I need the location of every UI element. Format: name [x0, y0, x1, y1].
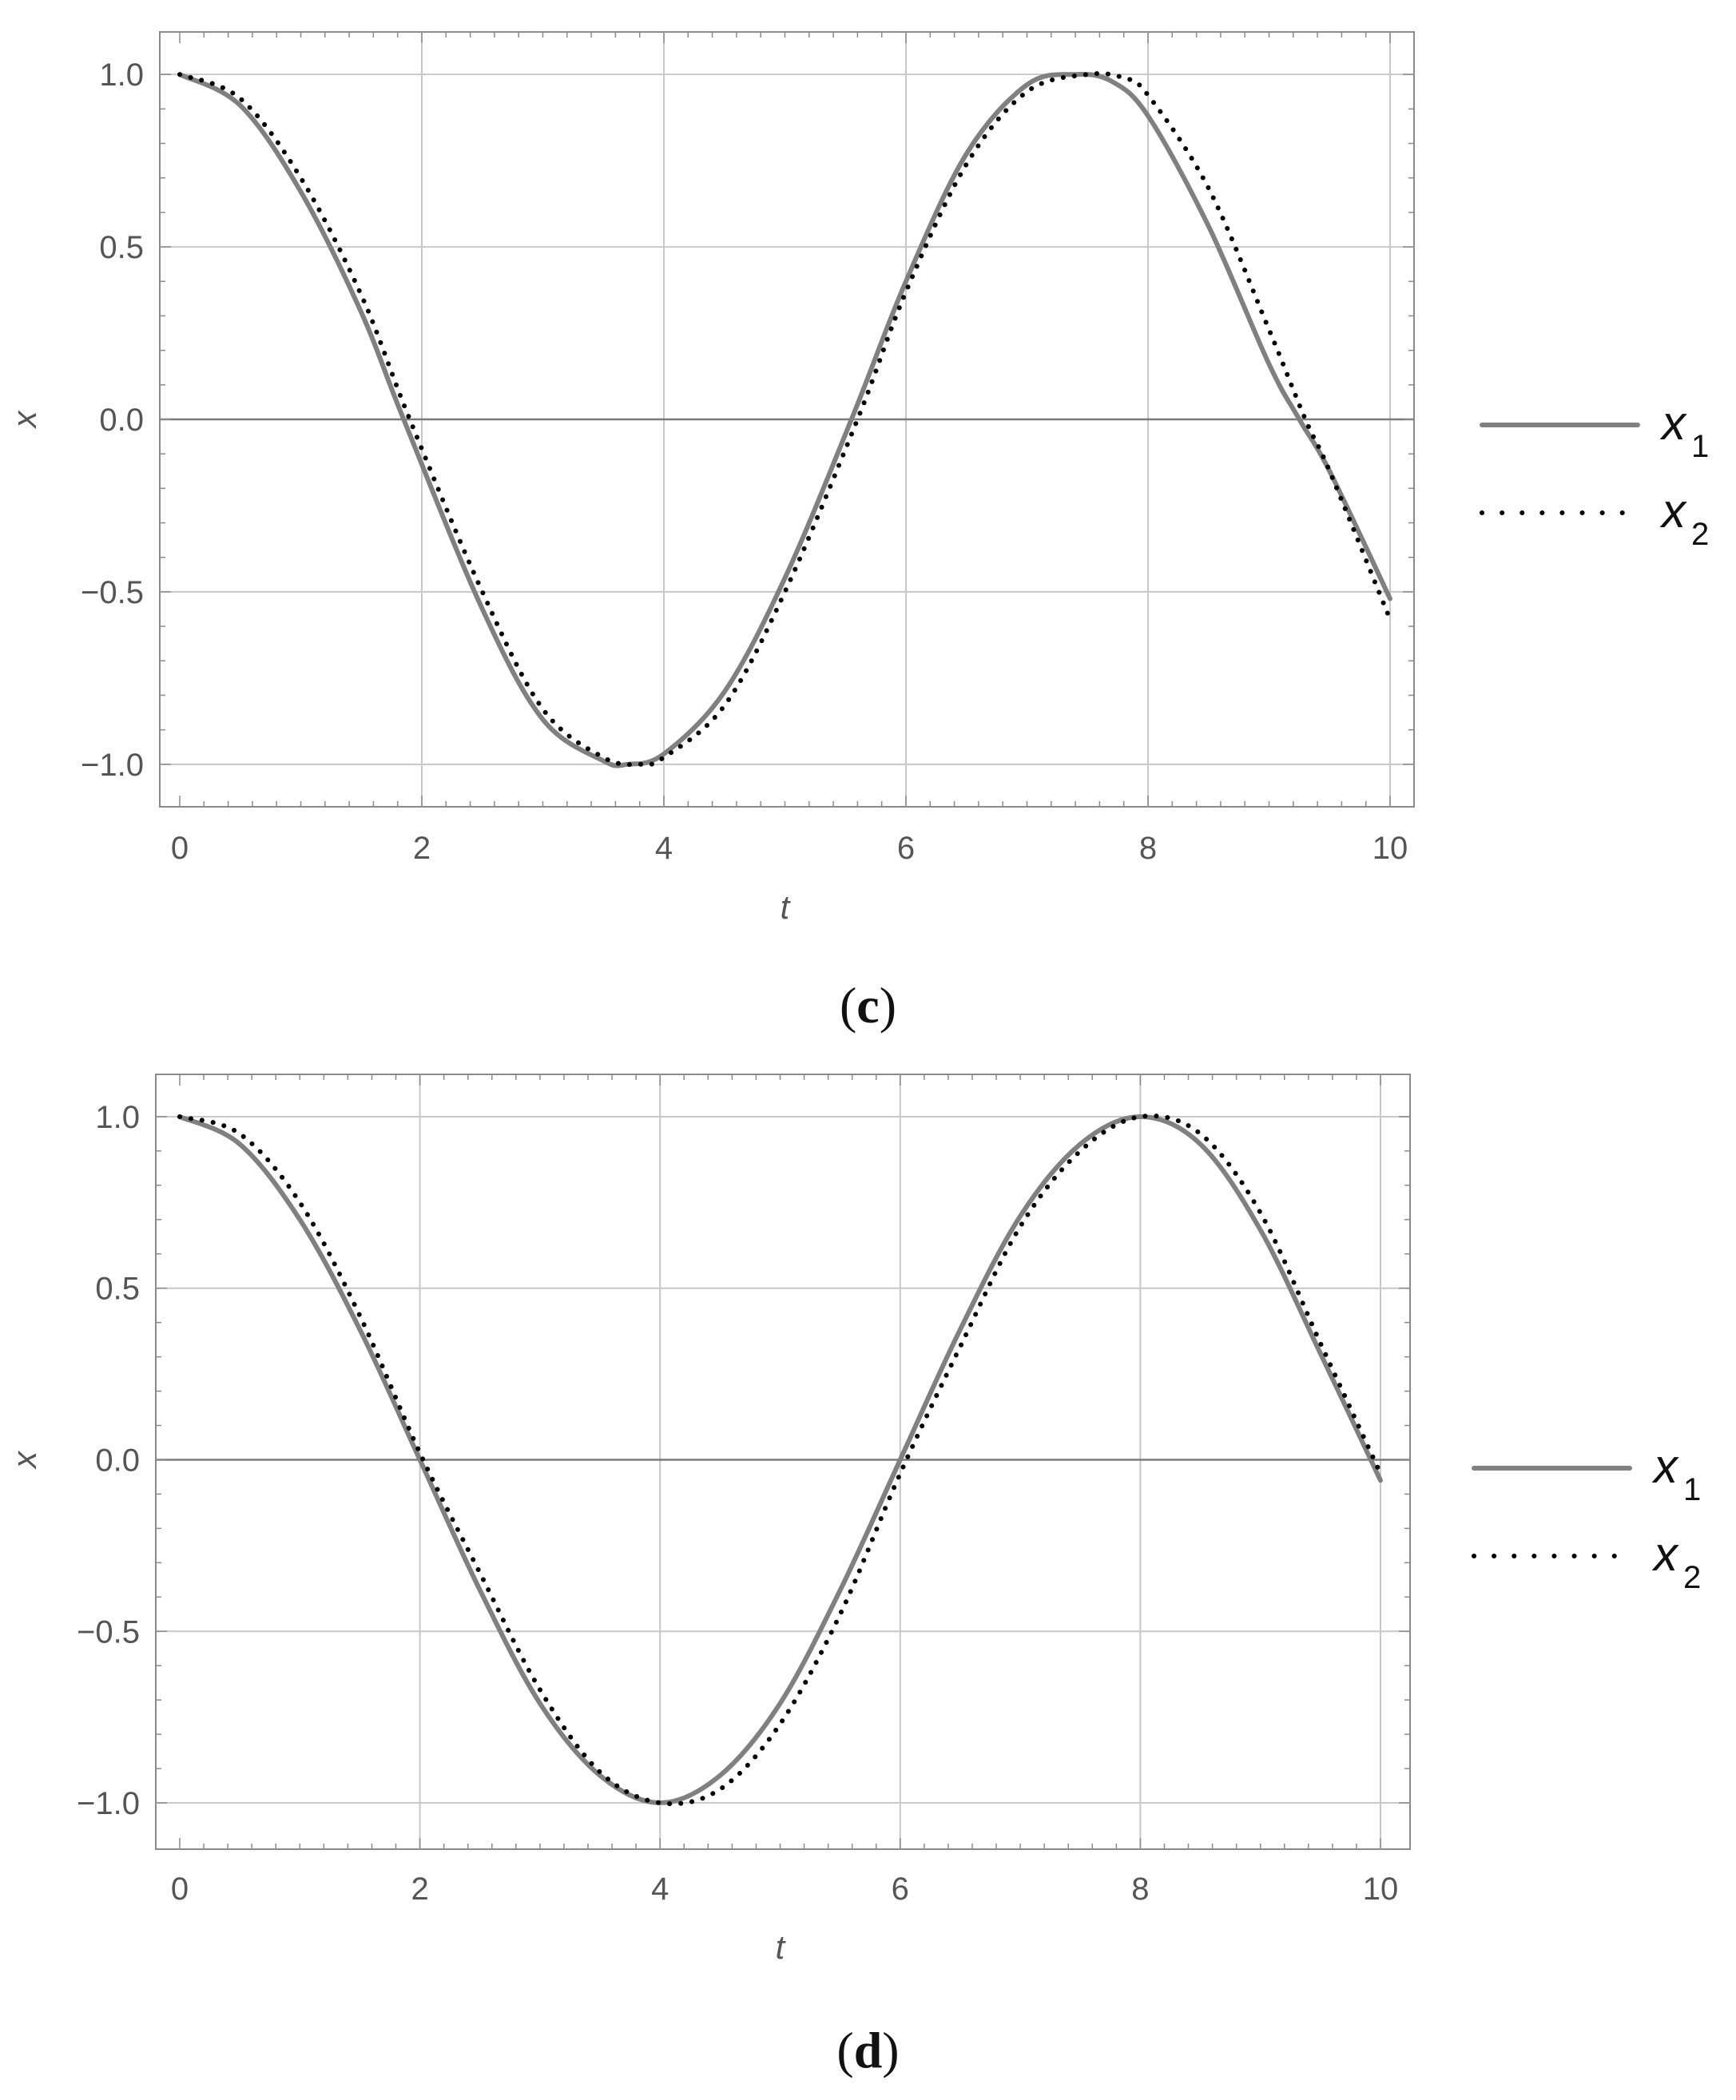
y-tick-label: −0.5 [81, 575, 144, 610]
y-tick-label: −1.0 [77, 1786, 140, 1821]
x-tick-label: 4 [655, 831, 673, 866]
plot-frame [156, 1074, 1410, 1849]
x-tick-label: 10 [1373, 831, 1408, 866]
legend-label-x2: x [1651, 1527, 1679, 1581]
y-tick-label: 0.5 [95, 1272, 140, 1307]
y-tick-label: 0.0 [99, 403, 144, 438]
y-tick-label: 1.0 [99, 58, 144, 93]
panel-d-caption: (d) [0, 2021, 1736, 2080]
panel-c-caption-letter: c [856, 977, 879, 1034]
legend-label-x1: x [1659, 396, 1687, 450]
x-axis-label: t [776, 1928, 787, 1966]
x-tick-label: 8 [1139, 831, 1157, 866]
legend-label-x1: x [1651, 1439, 1679, 1493]
y-tick-label: −0.5 [77, 1614, 140, 1649]
x-tick-label: 10 [1363, 1872, 1399, 1907]
y-tick-label: −1.0 [81, 748, 144, 783]
y-axis-label: x [6, 1450, 43, 1470]
legend-label-sub-x1: 1 [1691, 429, 1709, 464]
x-tick-label: 2 [413, 831, 431, 866]
legend-label-sub-x2: 2 [1683, 1560, 1701, 1595]
legend-label-sub-x1: 1 [1683, 1472, 1701, 1507]
panel-c-caption: (c) [0, 976, 1736, 1035]
x-tick-label: 6 [892, 1872, 909, 1907]
y-tick-label: 1.0 [95, 1100, 140, 1135]
y-axis-label: x [6, 410, 43, 430]
panel-d-caption-letter: d [854, 2022, 883, 2078]
x-tick-label: 4 [651, 1872, 669, 1907]
x-tick-label: 6 [897, 831, 915, 866]
legend-label-sub-x2: 2 [1691, 517, 1709, 552]
x-tick-label: 8 [1131, 1872, 1149, 1907]
legend-label-x2: x [1659, 484, 1687, 538]
x-tick-label: 0 [171, 1872, 189, 1907]
y-tick-label: 0.5 [99, 230, 144, 265]
x-tick-label: 2 [411, 1872, 428, 1907]
x-axis-label: t [781, 888, 792, 926]
y-tick-label: 0.0 [95, 1443, 140, 1479]
x-tick-label: 0 [171, 831, 189, 866]
